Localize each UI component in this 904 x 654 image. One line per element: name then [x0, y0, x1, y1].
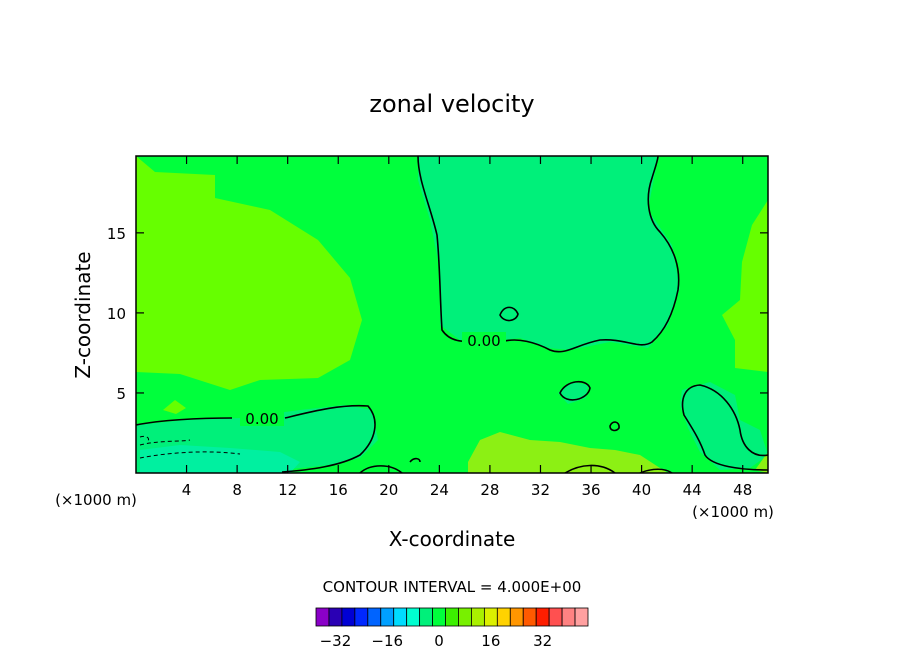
plot-frame	[135, 155, 769, 474]
colorbar-swatch	[471, 607, 485, 627]
x-tick-label: 20	[379, 481, 398, 499]
y-tick-label: 10	[107, 305, 126, 323]
x-tick-label: 4	[182, 481, 192, 499]
contour-label-upper: 0.00	[467, 332, 500, 350]
colorbar-tick-label: 0	[434, 632, 444, 650]
contour-line-zero-upper	[417, 156, 680, 353]
colorbar-swatch	[393, 607, 408, 627]
colorbar-swatch	[561, 607, 576, 627]
colorbar-tick-label: −32	[320, 632, 352, 650]
x-tick-label: 12	[278, 481, 297, 499]
y-axis-label: Z-coordinate	[71, 251, 95, 378]
colorbar-swatch	[445, 607, 459, 627]
x-axis-ticks: 4 8 12 16 20 24 28 32 36 40 44 48	[182, 156, 752, 499]
contour-line-loop-2	[559, 380, 591, 401]
contour-line-loop-3	[609, 421, 620, 432]
colorbar-swatch	[354, 607, 369, 627]
contour-label-bg-lower	[240, 410, 284, 426]
colorbar-swatch	[328, 607, 343, 627]
colorbar-swatch	[496, 607, 511, 627]
x-tick-label: 36	[581, 481, 600, 499]
colorbar-swatch	[509, 607, 524, 627]
x-unit-note-right: (×1000 m)	[692, 503, 774, 521]
field-region-positive-left	[136, 156, 362, 390]
colorbar-swatch	[432, 607, 446, 627]
contour-line-zero-lower	[136, 404, 376, 473]
colorbar-swatch	[341, 607, 356, 627]
field-region-positive-bottom	[468, 432, 668, 473]
chart-title: zonal velocity	[369, 90, 534, 118]
field-region-weak-negative	[418, 156, 680, 350]
colorbar-swatch	[367, 607, 382, 627]
y-axis-ticks: 5 10 15	[107, 225, 768, 403]
field-region-positive-right	[722, 200, 768, 372]
contour-interval-text: CONTOUR INTERVAL = 4.000E+00	[323, 578, 582, 596]
x-tick-label: 16	[329, 481, 348, 499]
colorbar-swatch	[548, 607, 563, 627]
colorbar-swatch	[406, 607, 421, 627]
contour-label-lower: 0.00	[245, 410, 278, 428]
colorbar-tick-label: 32	[533, 632, 552, 650]
y-tick-label: 5	[116, 385, 126, 403]
x-tick-label: 32	[531, 481, 550, 499]
x-axis-label: X-coordinate	[389, 527, 516, 551]
colorbar-tick-labels: −32 −16 0 16 32	[320, 632, 553, 650]
field-region-negative-core	[140, 445, 300, 473]
field-region-positive-bottom-right	[755, 452, 768, 473]
colorbar-swatch	[522, 607, 537, 627]
x-tick-label: 28	[480, 481, 499, 499]
x-tick-label: 48	[733, 481, 752, 499]
x-tick-label: 40	[632, 481, 651, 499]
contour-line-right	[681, 384, 768, 471]
colorbar-swatch	[574, 607, 589, 627]
colorbar-swatch	[535, 607, 550, 627]
colorbar-swatch	[458, 607, 472, 627]
field-region-positive-bubble	[163, 400, 186, 414]
colorbar-swatch	[483, 607, 498, 627]
colorbar-tick-label: −16	[371, 632, 403, 650]
x-tick-label: 8	[232, 481, 242, 499]
contour-line-loop-1	[499, 306, 519, 322]
y-tick-label: 15	[107, 225, 126, 243]
x-tick-label: 24	[430, 481, 449, 499]
colorbar-tick-label: 16	[481, 632, 500, 650]
contour-line-dashed-negative	[139, 435, 241, 459]
colorbar	[315, 607, 589, 627]
colorbar-swatch	[419, 607, 433, 627]
x-tick-label: 44	[683, 481, 702, 499]
contour-line-bottom	[359, 457, 673, 473]
x-unit-note-left: (×1000 m)	[55, 491, 137, 509]
colorbar-swatch	[315, 607, 330, 627]
colorbar-swatch	[380, 607, 395, 627]
contour-label-bg-upper	[462, 332, 506, 348]
plot-area: 0.00 0.00	[136, 156, 768, 473]
